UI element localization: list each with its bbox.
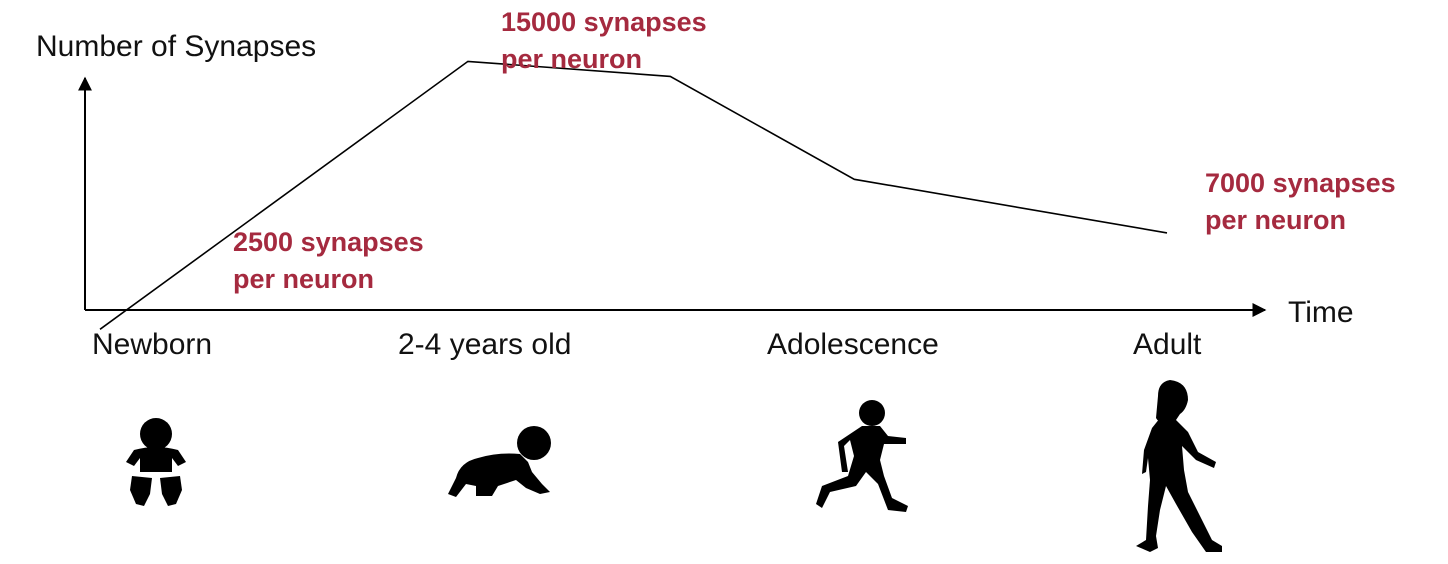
tick-label-adult: Adult [1133,328,1202,361]
annotation-peak: 15000 synapses per neuron [501,7,714,74]
annotation-newborn: 2500 synapses per neuron [233,227,431,294]
y-axis-title: Number of Synapses [36,30,316,63]
walking-woman-silhouette-icon [1136,380,1222,552]
annotation-adult: 7000 synapses per neuron [1205,168,1403,235]
baby-silhouette-icon [126,418,186,506]
synapse-series-line [99,60,1168,330]
tick-label-2-4-years: 2-4 years old [398,328,571,361]
tick-label-adolescence: Adolescence [767,328,939,361]
crawling-toddler-silhouette-icon [448,426,551,497]
running-child-silhouette-icon [816,400,908,512]
tick-label-newborn: Newborn [92,328,212,361]
x-axis-title: Time [1288,296,1354,329]
